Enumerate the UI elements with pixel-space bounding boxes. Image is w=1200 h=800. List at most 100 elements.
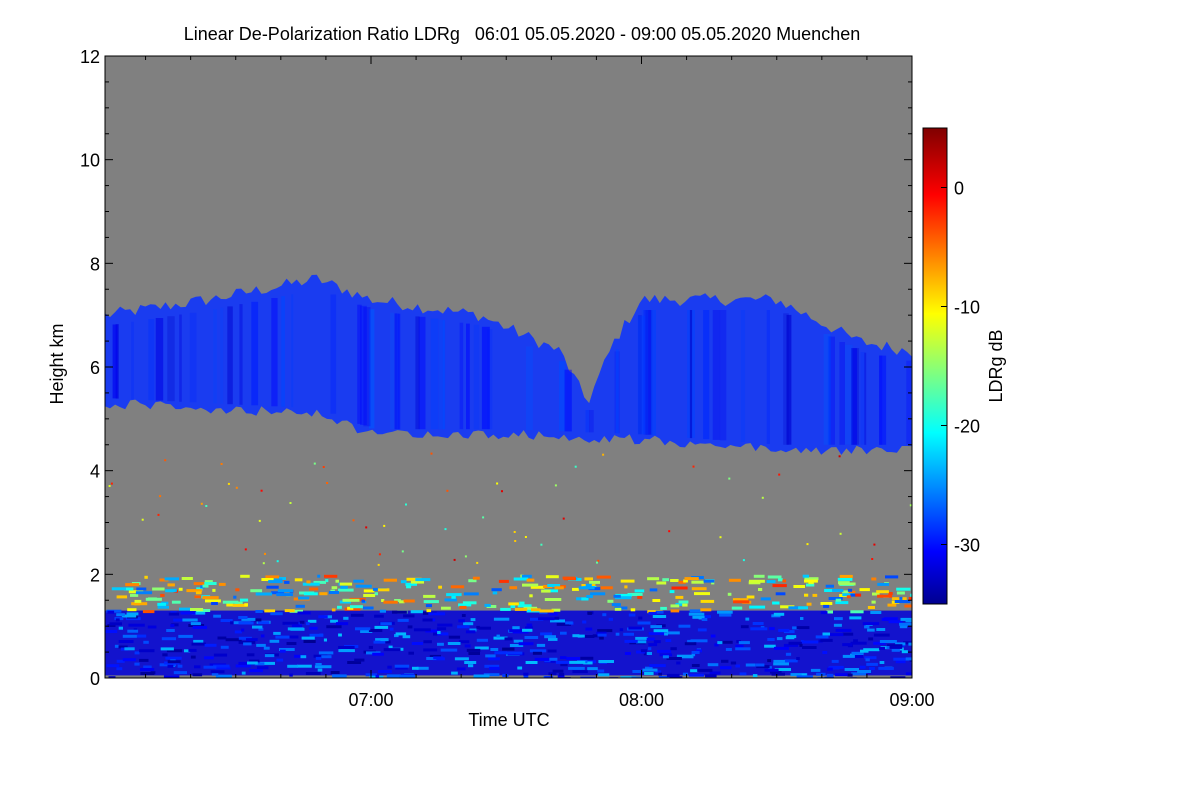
boundary-layer-cell xyxy=(894,600,911,603)
boundary-layer-cell xyxy=(863,648,880,652)
boundary-layer-cell xyxy=(257,666,269,670)
boundary-layer-cell xyxy=(730,661,737,665)
speckle xyxy=(596,561,598,564)
y-tick-label: 4 xyxy=(90,462,100,482)
cloud-streak xyxy=(703,310,710,440)
cloud-streak xyxy=(189,312,197,403)
cloud-streak xyxy=(566,373,572,432)
boundary-layer-cell xyxy=(188,624,205,627)
boundary-layer-cell xyxy=(666,673,680,677)
boundary-layer-cell xyxy=(580,656,594,660)
boundary-layer-cell xyxy=(867,606,875,609)
boundary-layer-cell xyxy=(147,625,157,629)
boundary-layer-cell xyxy=(211,672,219,676)
boundary-layer-cell xyxy=(179,607,192,611)
boundary-layer-cell xyxy=(476,625,480,629)
boundary-layer-cell xyxy=(650,625,662,629)
boundary-layer-cell xyxy=(872,592,880,596)
boundary-layer-cell xyxy=(547,584,561,587)
boundary-layer-cell xyxy=(416,666,429,670)
x-tick-label: 09:00 xyxy=(889,690,934,710)
boundary-layer-cell xyxy=(173,618,187,622)
cloud-streak xyxy=(418,316,426,430)
boundary-layer-cell xyxy=(340,585,348,589)
boundary-layer-cell xyxy=(853,639,858,643)
boundary-layer-cell xyxy=(695,649,702,653)
y-tick-label: 6 xyxy=(90,358,100,378)
boundary-layer-cell xyxy=(193,582,210,586)
boundary-layer-cell xyxy=(437,623,453,627)
boundary-layer-cell xyxy=(867,628,875,632)
boundary-layer-cell xyxy=(252,625,263,629)
boundary-layer-cell xyxy=(531,608,541,612)
boundary-layer-cell xyxy=(284,580,290,584)
boundary-layer-cell xyxy=(635,636,649,640)
boundary-layer-cell xyxy=(895,642,906,646)
boundary-layer-cell xyxy=(855,593,862,597)
boundary-layer-cell xyxy=(767,575,782,579)
boundary-layer-cell xyxy=(583,661,593,665)
cloud-streak xyxy=(906,360,911,445)
boundary-layer-cell xyxy=(749,605,766,609)
boundary-layer-cell xyxy=(637,621,651,625)
boundary-layer-cell xyxy=(756,665,770,669)
boundary-layer-cell xyxy=(437,631,441,634)
boundary-layer-cell xyxy=(775,592,786,596)
boundary-layer-cell xyxy=(383,600,398,604)
boundary-layer-cell xyxy=(518,642,534,646)
boundary-layer-cell xyxy=(182,618,198,622)
boundary-layer-cell xyxy=(106,664,120,668)
boundary-layer-cell xyxy=(877,582,890,586)
boundary-layer-cell xyxy=(374,614,384,618)
boundary-layer-cell xyxy=(582,620,587,624)
boundary-layer-cell xyxy=(464,661,477,664)
boundary-layer-cell xyxy=(682,672,689,676)
boundary-layer-cell xyxy=(517,666,523,670)
boundary-layer-cell xyxy=(873,633,890,637)
boundary-layer-cell xyxy=(721,659,729,663)
boundary-layer-cell xyxy=(822,632,830,636)
boundary-layer-cell xyxy=(833,623,842,627)
boundary-layer-cell xyxy=(615,632,620,636)
boundary-layer-cell xyxy=(796,675,813,678)
boundary-layer-cell xyxy=(600,586,613,590)
boundary-layer-cell xyxy=(719,640,733,644)
boundary-layer-cell xyxy=(170,624,175,628)
speckle xyxy=(476,561,479,564)
boundary-layer-cell xyxy=(273,631,281,635)
cloud-streak xyxy=(131,321,134,400)
boundary-layer-cell xyxy=(355,584,372,588)
boundary-layer-cell xyxy=(264,654,275,658)
boundary-layer-cell xyxy=(192,625,207,629)
speckle xyxy=(761,496,764,499)
boundary-layer-cell xyxy=(249,659,260,663)
boundary-layer-cell xyxy=(139,658,149,662)
boundary-layer-cell xyxy=(305,622,310,626)
speckle xyxy=(383,524,386,527)
boundary-layer-cell xyxy=(167,583,175,587)
boundary-layer-cell xyxy=(483,673,500,677)
boundary-layer-cell xyxy=(426,609,432,613)
boundary-layer-cell xyxy=(330,619,338,623)
boundary-layer-cell xyxy=(530,585,545,589)
boundary-layer-cell xyxy=(115,618,120,622)
boundary-layer-cell xyxy=(454,657,469,661)
boundary-layer-cell xyxy=(203,665,217,669)
boundary-layer-cell xyxy=(773,612,785,616)
boundary-layer-cell xyxy=(704,615,711,619)
cloud-streak xyxy=(559,361,566,432)
boundary-layer-cell xyxy=(859,588,870,592)
boundary-layer-cell xyxy=(634,589,645,593)
boundary-layer-cell xyxy=(866,662,878,666)
boundary-layer-cell xyxy=(628,613,636,617)
boundary-layer-cell xyxy=(526,623,533,627)
boundary-layer-cell xyxy=(586,595,593,598)
boundary-layer-cell xyxy=(526,578,535,582)
boundary-layer-cell xyxy=(753,574,765,578)
boundary-layer-cell xyxy=(793,585,805,588)
boundary-layer-cell xyxy=(438,585,442,589)
boundary-layer-cell xyxy=(468,664,474,668)
boundary-layer-cell xyxy=(691,653,696,657)
boundary-layer-cell xyxy=(402,635,411,639)
